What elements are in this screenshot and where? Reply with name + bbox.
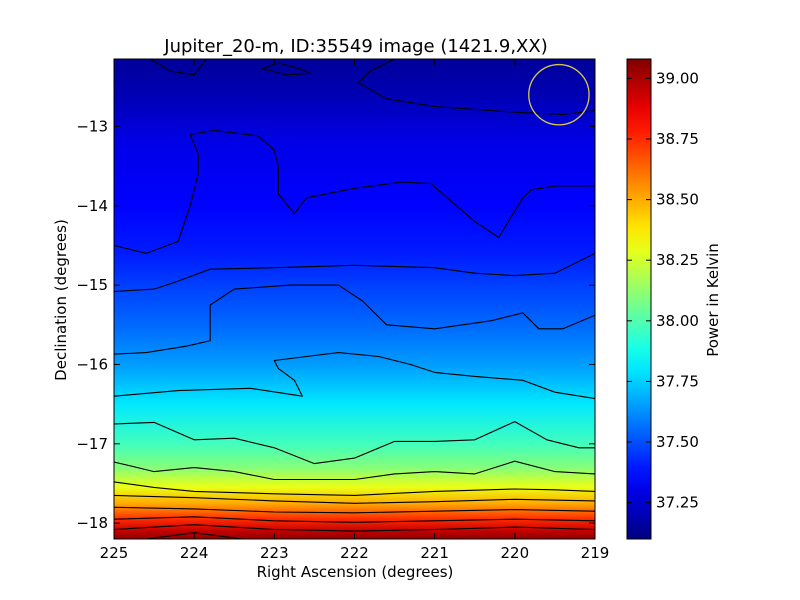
y-tick-label: −15 [76,276,108,294]
x-tick-label: 225 [100,544,129,562]
chart-title: Jupiter_20-m, ID:35549 image (1421.9,XX) [163,36,547,57]
x-tick-label: 219 [581,544,610,562]
x-tick-label: 221 [420,544,449,562]
colorbar-tick-label: 37.75 [656,372,699,390]
contour-line [114,421,595,465]
x-tick-label: 223 [260,544,289,562]
contour-line [114,516,595,523]
y-tick-label: −13 [76,117,108,135]
contour-line [114,352,595,400]
colorbar-tick-label: 38.50 [656,191,699,209]
colorbar-tick-label: 38.25 [656,251,699,269]
contour-line [149,59,207,76]
colorbar-tick-label: 38.00 [656,312,699,330]
colorbar-tick-label: 38.75 [656,130,699,148]
contour-line [261,62,311,76]
y-axis-label: Declination (degrees) [52,219,70,381]
x-tick-label: 224 [180,544,209,562]
contour-line [114,494,595,504]
contour-line [146,532,243,539]
colorbar: 37.25 37.50 37.75 38.00 38.25 38.50 38.75 39.00 [626,58,699,540]
contour-line [114,284,595,355]
y-tick-label: −18 [76,514,108,532]
beam-circle [528,63,590,126]
contour-line [114,524,595,532]
x-axis-label: Right Ascension (degrees) [257,563,454,581]
colorbar-gradient [627,59,651,539]
contour-line [114,129,595,254]
x-tick-label: 220 [501,544,530,562]
y-tick-label: −14 [76,197,108,215]
contour-layer [114,59,595,539]
colorbar-tick-label: 39.00 [656,69,699,87]
contour-line [357,59,595,116]
contour-line [114,252,595,293]
contour-line [114,481,595,496]
contour-line [114,460,595,481]
x-tick-label: 222 [340,544,369,562]
colorbar-ticks: 37.25 37.50 37.75 38.00 38.25 38.50 38.75 39.00 [627,69,699,512]
colorbar-label: Power in Kelvin [704,243,722,357]
heatmap-image [114,59,595,539]
colorbar-frame [626,58,652,540]
colorbar-tick-label: 37.50 [656,433,699,451]
colorbar-tick-label: 37.25 [656,494,699,512]
plot-area [113,58,596,540]
x-axis: 225 224 223 222 221 220 219 [100,59,610,562]
contour-line [114,506,595,514]
y-tick-label: −16 [76,355,108,373]
y-axis: −13 −14 −15 −16 −17 −18 [76,117,595,532]
y-tick-label: −17 [76,435,108,453]
